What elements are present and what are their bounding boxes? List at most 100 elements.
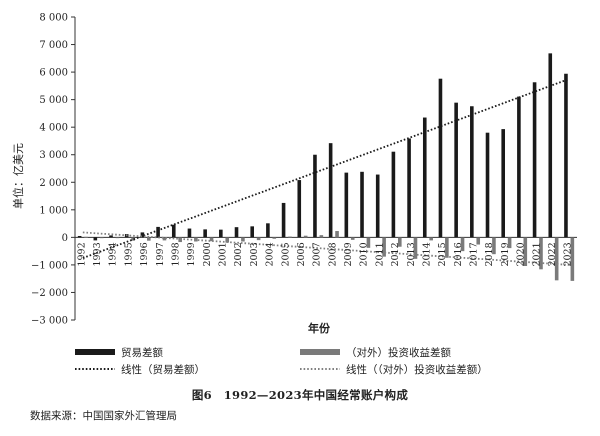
investment-income-bar: [99, 237, 104, 239]
legend-swatch-investment: [300, 349, 340, 355]
trade-balance-bar: [281, 202, 286, 238]
trade-balance-bar: [77, 235, 82, 238]
y-tick-label: 1 000: [39, 205, 68, 216]
investment-income-bar: [303, 235, 308, 238]
investment-income-bar: [84, 236, 88, 238]
trade-balance-bar: [156, 226, 160, 238]
investment-income-bar: [335, 231, 339, 238]
x-tick-label: 2002: [233, 242, 244, 266]
y-tick-label: 3 000: [39, 150, 68, 161]
investment-income-bar: [194, 237, 198, 242]
investment-income-bar: [146, 237, 151, 241]
trade-balance-bar: [391, 151, 396, 238]
bars: [77, 53, 575, 281]
legend-swatch-trade: [75, 349, 115, 355]
investment-income-bar: [319, 235, 324, 238]
trade-balance-bar: [250, 226, 255, 238]
trade-balance-bar: [375, 174, 380, 238]
trade-balance-bar: [171, 224, 176, 238]
x-tick-label: 2006: [296, 242, 307, 266]
x-axis-label: 年份: [308, 321, 331, 335]
investment-income-bar: [429, 237, 433, 241]
investment-income-bar: [288, 236, 292, 238]
x-tick-label: 2020: [516, 242, 527, 266]
investment-income-bar: [397, 237, 402, 247]
trade-balance-bar: [187, 228, 192, 238]
trade-balance-bar: [344, 172, 349, 238]
x-tick-label: 2000: [202, 242, 213, 266]
trade-balance-bar: [501, 129, 506, 238]
x-tick-label: 2012: [390, 242, 401, 266]
x-tick-label: 2001: [218, 242, 229, 266]
trade-balance-bar: [109, 235, 113, 238]
x-tick-label: 2010: [359, 242, 370, 266]
trade-balance-bar: [219, 229, 223, 238]
investment-income-bar: [507, 237, 512, 249]
y-tick-label: −1 000: [31, 260, 68, 271]
investment-income-bar: [225, 237, 230, 243]
trade-balance-bar: [234, 227, 239, 238]
x-tick-label: 2005: [280, 242, 291, 266]
legend-label-trade: 贸易差额: [121, 346, 163, 359]
trade-balance-bar: [470, 106, 474, 238]
trade-balance-bar: [140, 232, 145, 238]
y-tick-label: 2 000: [39, 178, 68, 189]
data-source: 数据来源：中国国家外汇管理局: [30, 410, 177, 422]
trade-balance-bar: [203, 229, 207, 238]
investment-income-bar: [366, 237, 371, 248]
investment-income-bar: [539, 237, 543, 270]
x-tick-label: 2004: [265, 242, 276, 266]
x-tick-label: 2009: [343, 242, 354, 266]
trade-balance-bar: [360, 171, 364, 238]
x-tick-label: 2003: [249, 242, 260, 266]
x-tick-label: 1994: [108, 242, 119, 266]
y-tick-label: 0: [62, 233, 68, 244]
investment-income-bar: [460, 237, 465, 252]
x-tick-label: 2019: [500, 242, 511, 266]
investment-income-bar: [256, 237, 261, 241]
y-tick-label: 7 000: [39, 40, 68, 51]
x-tick-label: 2018: [484, 242, 495, 266]
figure-caption: 图6 1992—2023年中国经常账户构成: [191, 388, 409, 402]
x-tick-label: 2013: [406, 242, 417, 266]
y-tick-label: −3 000: [31, 316, 68, 327]
x-tick-label: 2008: [327, 242, 338, 266]
y-tick-label: 6 000: [39, 68, 68, 79]
investment-income-bar: [131, 237, 135, 241]
trade-balance-bar: [485, 132, 490, 238]
x-tick-label: 2014: [421, 242, 432, 266]
trade-balance-bar: [438, 78, 443, 238]
x-tick-label: 2011: [374, 242, 385, 266]
trade-balance-bar: [328, 143, 333, 238]
investment-income-bar: [523, 237, 528, 267]
y-tick-label: −2 000: [31, 288, 68, 299]
investment-income-bar: [209, 237, 214, 242]
investment-income-bar: [554, 237, 559, 281]
trade-balance-bar: [297, 180, 302, 238]
investment-income-bar: [413, 237, 418, 259]
x-tick-label: 2015: [437, 242, 448, 266]
investment-income-bar: [162, 237, 167, 241]
investment-income-bar: [570, 237, 575, 281]
investment-income-bar: [241, 237, 245, 242]
x-tick-label: 1993: [92, 242, 103, 266]
x-tick-label: 2022: [547, 242, 558, 266]
legend: 贸易差额 （对外）投资收益差额 线性（贸易差额） 线性（（对外）投资收益差额）: [75, 346, 488, 376]
legend-label-trade-trend: 线性（贸易差额）: [121, 363, 205, 376]
investment-income-bar: [492, 237, 496, 255]
x-tick-label: 1997: [155, 242, 166, 266]
trade-balance-bar: [93, 237, 98, 241]
x-tick-labels: 1992 1993 1994 1995 1996 1997 1998 1999 2000 2001…: [76, 242, 573, 266]
x-tick-label: 1995: [123, 242, 134, 266]
investment-income-bar: [476, 237, 481, 245]
legend-label-investment: （对外）投资收益差额: [346, 346, 451, 359]
x-tick-label: 2023: [563, 242, 574, 266]
investment-income-bar: [115, 237, 120, 239]
trade-balance-bar: [548, 53, 553, 238]
investment-income-bar: [382, 237, 386, 257]
y-tick-label: 4 000: [39, 123, 68, 134]
investment-income-bar: [445, 237, 449, 258]
trade-balance-bar: [532, 82, 537, 238]
x-tick-label: 2016: [453, 242, 464, 266]
trade-balance-bar: [454, 102, 458, 238]
